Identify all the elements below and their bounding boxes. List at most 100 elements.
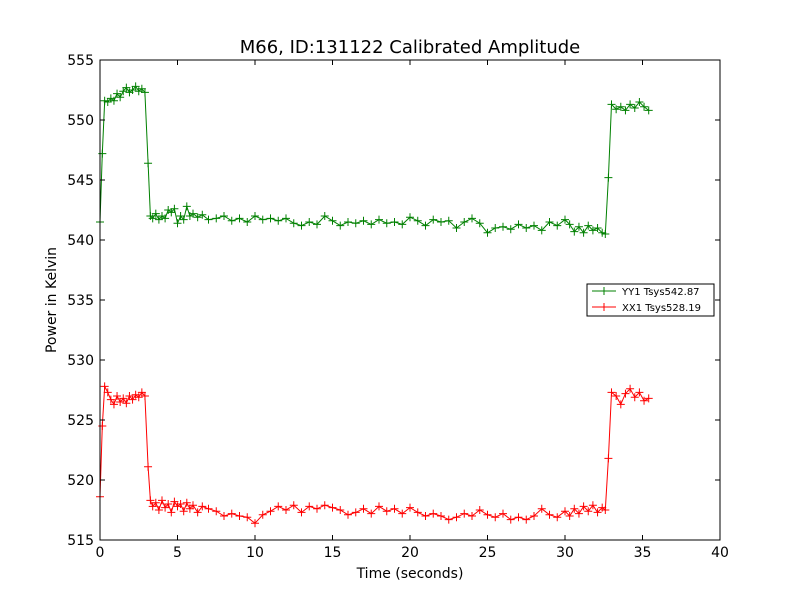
data-point-marker xyxy=(158,496,166,505)
data-point-marker xyxy=(429,215,438,224)
chart-title: M66, ID:131122 Calibrated Amplitude xyxy=(240,37,581,58)
data-point-marker xyxy=(100,382,109,391)
data-point-marker xyxy=(282,214,290,223)
data-point-marker xyxy=(588,226,597,235)
data-point-marker xyxy=(282,506,290,514)
data-point-marker xyxy=(452,224,461,232)
data-point-marker xyxy=(251,519,259,528)
data-point-marker xyxy=(475,506,484,514)
data-point-marker xyxy=(154,506,163,514)
data-point-marker xyxy=(336,506,345,514)
data-point-marker xyxy=(179,507,188,516)
data-point-marker xyxy=(113,392,122,400)
data-point-marker xyxy=(266,214,275,223)
data-point-marker xyxy=(148,214,157,223)
data-point-marker xyxy=(351,219,360,228)
data-point-marker xyxy=(212,507,221,516)
y-tick-label: 545 xyxy=(67,173,94,189)
data-point-marker xyxy=(128,395,137,404)
data-point-marker xyxy=(437,218,445,226)
x-tick-label: 35 xyxy=(634,545,652,561)
plot-frame xyxy=(99,59,721,541)
data-point-marker xyxy=(109,400,118,409)
data-point-marker xyxy=(644,106,653,115)
data-point-marker xyxy=(491,224,500,232)
y-tick-label: 535 xyxy=(67,293,94,309)
data-point-marker xyxy=(413,508,422,517)
data-point-marker xyxy=(235,512,244,520)
data-point-marker xyxy=(161,214,170,223)
data-point-marker xyxy=(468,214,476,223)
data-point-marker xyxy=(116,93,125,102)
data-point-marker xyxy=(429,509,438,518)
data-point-marker xyxy=(274,502,283,511)
data-point-marker xyxy=(626,100,635,109)
data-point-marker xyxy=(189,209,197,218)
data-point-marker xyxy=(588,501,597,510)
data-point-marker xyxy=(460,509,469,518)
y-tick-label: 555 xyxy=(67,53,94,69)
data-point-marker xyxy=(635,388,644,397)
data-point-marker xyxy=(243,218,252,226)
data-point-marker xyxy=(344,218,352,226)
data-point-marker xyxy=(421,221,430,230)
x-tick-label: 5 xyxy=(173,545,182,561)
data-point-marker xyxy=(601,230,610,238)
data-point-marker xyxy=(574,222,583,231)
data-point-marker xyxy=(227,509,236,518)
data-point-marker xyxy=(640,102,649,111)
data-point-marker xyxy=(204,215,213,224)
legend-marker xyxy=(600,287,608,295)
data-point-marker xyxy=(635,98,644,106)
x-tick-label: 15 xyxy=(324,545,342,561)
data-point-marker xyxy=(243,513,252,522)
data-point-marker xyxy=(514,220,523,229)
data-point-marker xyxy=(612,105,621,114)
data-point-marker xyxy=(561,215,569,224)
data-point-marker xyxy=(176,500,185,508)
data-point-marker xyxy=(313,504,321,513)
data-point-marker xyxy=(189,501,197,510)
data-point-marker xyxy=(621,389,630,398)
data-point-marker xyxy=(491,513,500,522)
data-point-marker xyxy=(579,228,588,237)
data-point-marker xyxy=(565,512,574,520)
data-point-marker xyxy=(167,508,176,517)
data-point-marker xyxy=(193,508,202,517)
data-point-marker xyxy=(198,210,207,219)
data-point-marker xyxy=(530,512,538,520)
data-point-marker xyxy=(570,227,579,236)
data-point-marker xyxy=(506,515,515,524)
data-point-marker xyxy=(144,462,153,471)
y-tick-label: 550 xyxy=(67,113,94,129)
data-point-marker xyxy=(375,502,383,511)
data-point-marker xyxy=(570,504,579,513)
data-point-marker xyxy=(297,221,306,230)
data-point-marker xyxy=(122,83,131,92)
data-point-marker xyxy=(398,509,407,518)
y-tick-label: 525 xyxy=(67,413,94,429)
legend: YY1 Tsys542.87 XX1 Tsys528.19 xyxy=(586,283,715,317)
x-axis-label: Time (seconds) xyxy=(356,566,464,582)
data-point-marker xyxy=(616,400,625,409)
x-tick-label: 40 xyxy=(711,545,729,561)
data-point-marker xyxy=(593,224,602,232)
x-tick-label: 0 xyxy=(96,545,105,561)
legend-label: XX1 Tsys528.19 xyxy=(622,303,701,314)
data-point-marker xyxy=(593,508,602,517)
data-point-marker xyxy=(537,226,546,235)
data-point-marker xyxy=(499,509,507,518)
data-point-marker xyxy=(146,496,155,505)
data-point-marker xyxy=(584,221,593,230)
data-point-marker xyxy=(220,212,228,220)
data-point-marker xyxy=(460,218,469,226)
data-point-marker xyxy=(140,88,149,97)
data-point-marker xyxy=(506,225,515,234)
data-point-marker xyxy=(604,173,613,182)
y-tick-label: 540 xyxy=(67,233,94,249)
data-point-marker xyxy=(266,507,275,516)
data-point-marker xyxy=(630,393,639,402)
data-point-marker xyxy=(545,510,554,519)
data-point-marker xyxy=(119,394,128,403)
